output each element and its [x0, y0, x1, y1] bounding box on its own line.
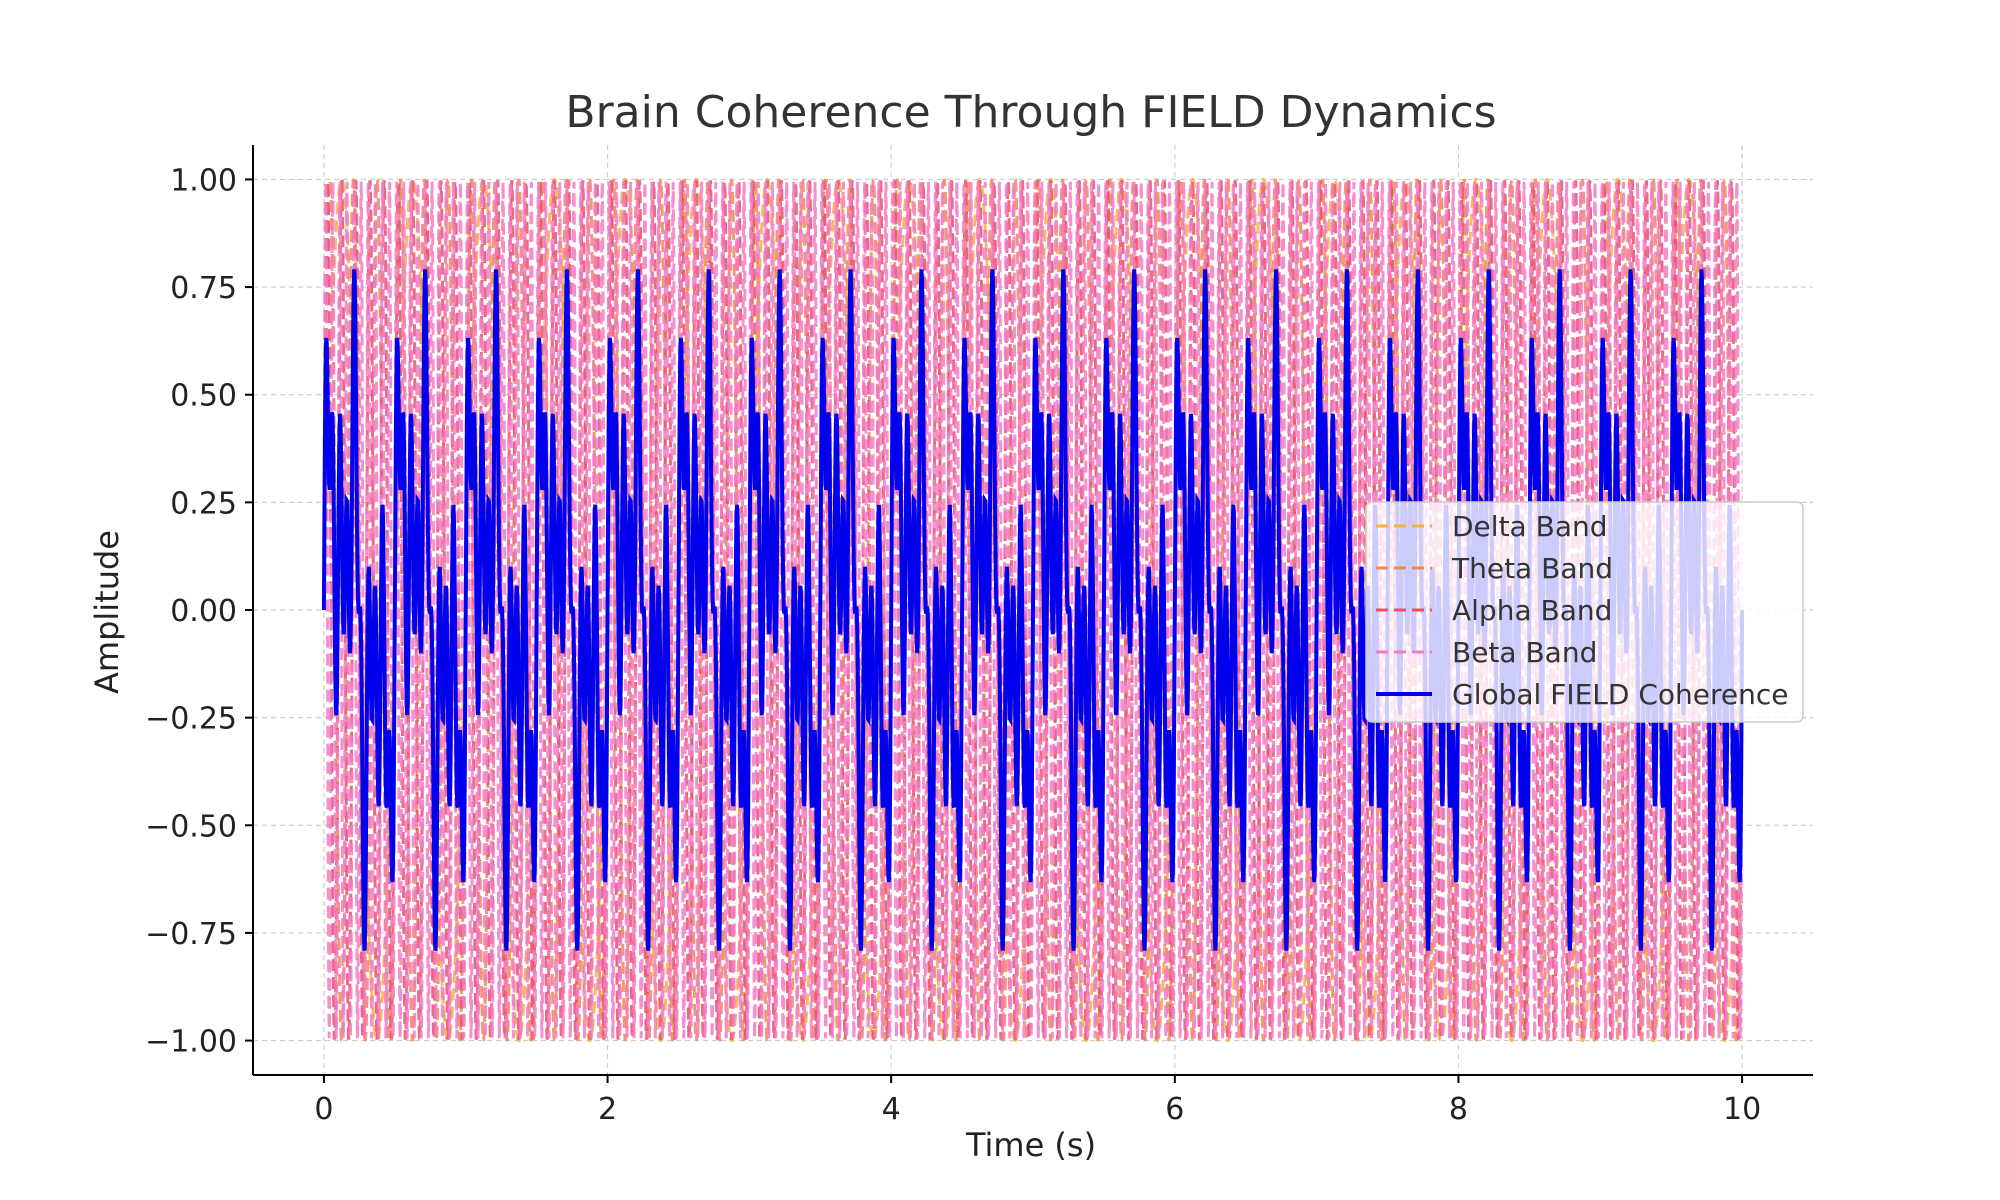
y-tick-label: 0.75 — [170, 271, 237, 306]
y-tick-label: −1.00 — [145, 1025, 237, 1060]
legend-label: Theta Band — [1451, 552, 1613, 585]
y-tick-label: −0.75 — [145, 917, 237, 952]
y-tick-label: 0.25 — [170, 486, 237, 521]
y-axis-label: Amplitude — [88, 530, 126, 694]
legend-label: Delta Band — [1452, 510, 1608, 543]
y-tick-label: −0.25 — [145, 702, 237, 737]
x-axis-label: Time (s) — [965, 1126, 1096, 1164]
y-tick-label: 1.00 — [170, 163, 237, 198]
y-tick-label: −0.50 — [145, 809, 237, 844]
chart-title: Brain Coherence Through FIELD Dynamics — [565, 87, 1496, 138]
x-tick-label: 6 — [1165, 1092, 1184, 1127]
legend-box — [1365, 501, 1804, 723]
y-tick-label: 0.00 — [170, 594, 237, 629]
x-tick-label: 2 — [598, 1092, 617, 1127]
legend-label: Beta Band — [1452, 636, 1597, 669]
ticks: 0 2 4 6 8 10 1.00 0.75 0.50 0.25 0.00 −0.25 −0.50 −0.… — [145, 163, 1761, 1127]
legend-label: Global FIELD Coherence — [1452, 678, 1788, 711]
x-tick-label: 0 — [314, 1092, 333, 1127]
legend: Delta Band Theta Band Alpha Band Beta Band G… — [1365, 501, 1804, 723]
x-tick-label: 4 — [882, 1092, 901, 1127]
legend-label: Alpha Band — [1452, 594, 1612, 627]
x-tick-label: 10 — [1723, 1092, 1761, 1127]
x-tick-label: 8 — [1449, 1092, 1468, 1127]
y-tick-label: 0.50 — [170, 379, 237, 414]
